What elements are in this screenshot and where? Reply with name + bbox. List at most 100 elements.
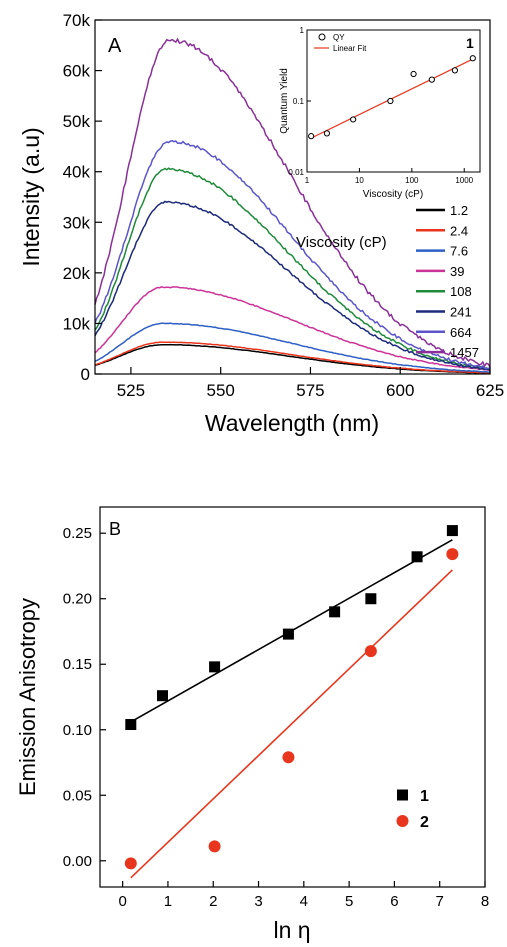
panel-a-spectrum-2.4 [94, 341, 491, 374]
panel-a-y-tick-label: 20k [63, 264, 91, 283]
panel-a-frame [94, 19, 491, 375]
panel-a-y-axis-label: Intensity (a.u) [18, 127, 44, 266]
panel-b-x-tick-label: 2 [209, 893, 217, 910]
inset-x-tick-label: 10 [355, 176, 364, 185]
panel-b-point-series-1 [157, 690, 169, 702]
panel-a-y-ticks: 0 10k 20k 30k 40k 50k 60k 70k [63, 11, 102, 384]
panel-b-legend-marker [396, 815, 409, 827]
panel-b-fit-lines [130, 539, 453, 879]
panel-b-frame [99, 506, 486, 888]
inset-y-tick-label: 0.01 [288, 168, 304, 177]
panel-a-x-tick-label: 525 [117, 381, 145, 400]
panel-b-x-tick-label: 0 [118, 893, 126, 910]
inset-point [469, 55, 476, 62]
inset-point [323, 130, 331, 137]
panel-b-label: B [109, 519, 121, 539]
panel-a-spectrum-7.6 [94, 322, 491, 373]
panel-a-spectrum-664 [94, 140, 491, 370]
panel-a-chart: 525 550 575 600 625 0 10k 20k 30k 40k 50k 60k 70k A… [18, 11, 504, 436]
inset-point [410, 70, 417, 78]
panel-a-legend: 1.2 2.4 7.6 39 108 241 664 1457 [416, 203, 479, 360]
inset-chart: 1 10 100 1000 0.01 0.1 1 1 QY Linear Fit Visco… [279, 26, 481, 200]
panel-b-legend-label: 1 [420, 788, 429, 805]
panel-b-y-tick-label: 0.20 [63, 591, 92, 608]
panel-b-y-tick-label: 0.25 [63, 525, 92, 542]
panel-b-x-axis-label: ln η [273, 917, 310, 943]
panel-a-label: A [108, 35, 122, 57]
inset-frame [306, 29, 481, 173]
panel-a-x-axis-label: Wavelength (nm) [205, 410, 379, 436]
panel-b-point-series-2 [124, 857, 137, 870]
panel-a-spectrum-108 [94, 167, 491, 371]
panel-a-spectrum-241 [94, 200, 491, 371]
inset-y-axis-label: Quantum Yield [279, 68, 290, 134]
panel-b-point-series-1 [329, 606, 341, 618]
panel-a-spectra [94, 37, 491, 374]
panel-b-x-tick-label: 1 [164, 893, 172, 910]
panel-a-y-tick-label: 60k [63, 62, 91, 81]
panel-a-legend-label: 2.4 [450, 223, 468, 238]
panel-b-point-series-2 [446, 548, 459, 561]
panel-b-legend-label: 2 [420, 814, 429, 831]
panel-a-x-ticks: 525 550 575 600 625 [117, 367, 504, 400]
inset-x-tick-label: 100 [405, 176, 419, 185]
panel-a-x-tick-label: 550 [206, 381, 234, 400]
inset-ticks: 1 10 100 1000 0.01 0.1 1 [288, 26, 473, 185]
panel-b-fit-line-2 [130, 569, 453, 879]
panel-a-spectrum-39 [94, 285, 491, 372]
panel-b-y-ticks: 0.00 0.05 0.10 0.15 0.20 0.25 [63, 525, 106, 870]
panel-a-x-tick-label: 600 [386, 381, 414, 400]
panel-a-legend-label: 1457 [450, 345, 479, 360]
inset-legend-qy-marker [318, 33, 326, 41]
panel-b-point-series-2 [282, 751, 295, 764]
panel-a-y-tick-label: 70k [63, 11, 91, 30]
panel-b-point-series-1 [411, 551, 423, 563]
panel-a-y-tick-label: 10k [63, 314, 91, 333]
panel-b-y-axis-label: Emission Anisotropy [15, 598, 40, 796]
panel-b-x-tick-label: 6 [390, 893, 398, 910]
panel-b-point-series-1 [282, 628, 294, 640]
panel-a-y-tick-label: 30k [63, 213, 91, 232]
panel-b-point-series-1 [446, 525, 458, 537]
panel-b-x-ticks: 0 1 2 3 4 5 6 7 8 [118, 881, 489, 910]
inset-x-tick-label: 1 [305, 176, 310, 185]
panel-b-point-series-1 [365, 593, 377, 605]
inset-points [308, 55, 476, 140]
panel-a-y-tick-label: 0 [81, 365, 90, 384]
panel-a-legend-label: 7.6 [450, 244, 468, 259]
panel-b-y-tick-label: 0.00 [63, 853, 92, 870]
inset-point [428, 76, 435, 83]
panel-a-x-tick-label: 575 [296, 381, 324, 400]
panel-a-legend-title: Viscosity (cP) [296, 234, 387, 251]
inset-legend-fit-label: Linear Fit [333, 44, 367, 53]
inset-point [308, 133, 315, 140]
panel-b-points [124, 525, 459, 870]
panel-b-y-tick-label: 0.10 [63, 722, 92, 739]
inset-x-axis-label: Viscosity (cP) [363, 189, 423, 200]
inset-point [350, 116, 357, 123]
panel-b-y-tick-label: 0.05 [63, 787, 92, 804]
inset-point [451, 67, 459, 74]
panel-b-legend: 12 [396, 788, 429, 831]
panel-a-legend-label: 108 [450, 284, 472, 299]
inset-legend-qy-label: QY [333, 33, 345, 42]
panel-b-x-tick-label: 4 [300, 893, 308, 910]
inset-point [387, 97, 394, 105]
panel-b-point-series-2 [364, 645, 377, 658]
inset-label: 1 [466, 35, 474, 51]
inset-x-tick-label: 1000 [455, 176, 473, 185]
panel-a-x-tick-label: 625 [476, 381, 504, 400]
panel-b-x-tick-label: 3 [254, 893, 262, 910]
panel-b-x-tick-label: 5 [345, 893, 353, 910]
panel-a-y-tick-label: 40k [63, 163, 91, 182]
panel-b-point-series-1 [209, 661, 221, 673]
panel-a-y-tick-label: 50k [63, 112, 91, 131]
panel-b-point-series-2 [208, 840, 221, 853]
panel-b-legend-marker [397, 789, 408, 801]
panel-a-legend-label: 1.2 [450, 203, 468, 218]
panel-a-spectrum-1457 [94, 37, 491, 368]
panel-b-x-tick-label: 7 [436, 893, 444, 910]
panel-b-x-tick-label: 8 [481, 893, 489, 910]
